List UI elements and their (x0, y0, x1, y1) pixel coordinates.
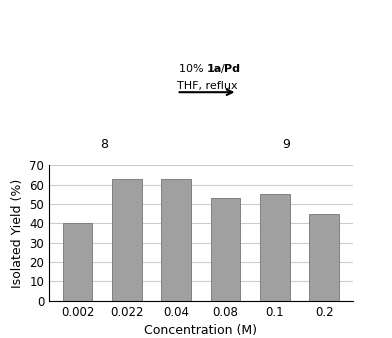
Bar (309, 214, 339, 301)
Text: Pd: Pd (224, 64, 240, 74)
Text: THF, reflux: THF, reflux (177, 81, 237, 92)
Text: /: / (221, 64, 224, 74)
Text: 10%: 10% (179, 64, 207, 74)
Text: 1a: 1a (207, 64, 222, 74)
Bar (63, 223, 93, 301)
Y-axis label: Isolated Yield (%): Isolated Yield (%) (11, 178, 24, 288)
Bar (260, 194, 290, 301)
Text: 9: 9 (282, 138, 290, 151)
X-axis label: Concentration (M): Concentration (M) (144, 324, 258, 337)
Bar (112, 179, 142, 301)
Text: 8: 8 (100, 138, 108, 151)
Bar (162, 179, 191, 301)
Bar (211, 198, 240, 301)
